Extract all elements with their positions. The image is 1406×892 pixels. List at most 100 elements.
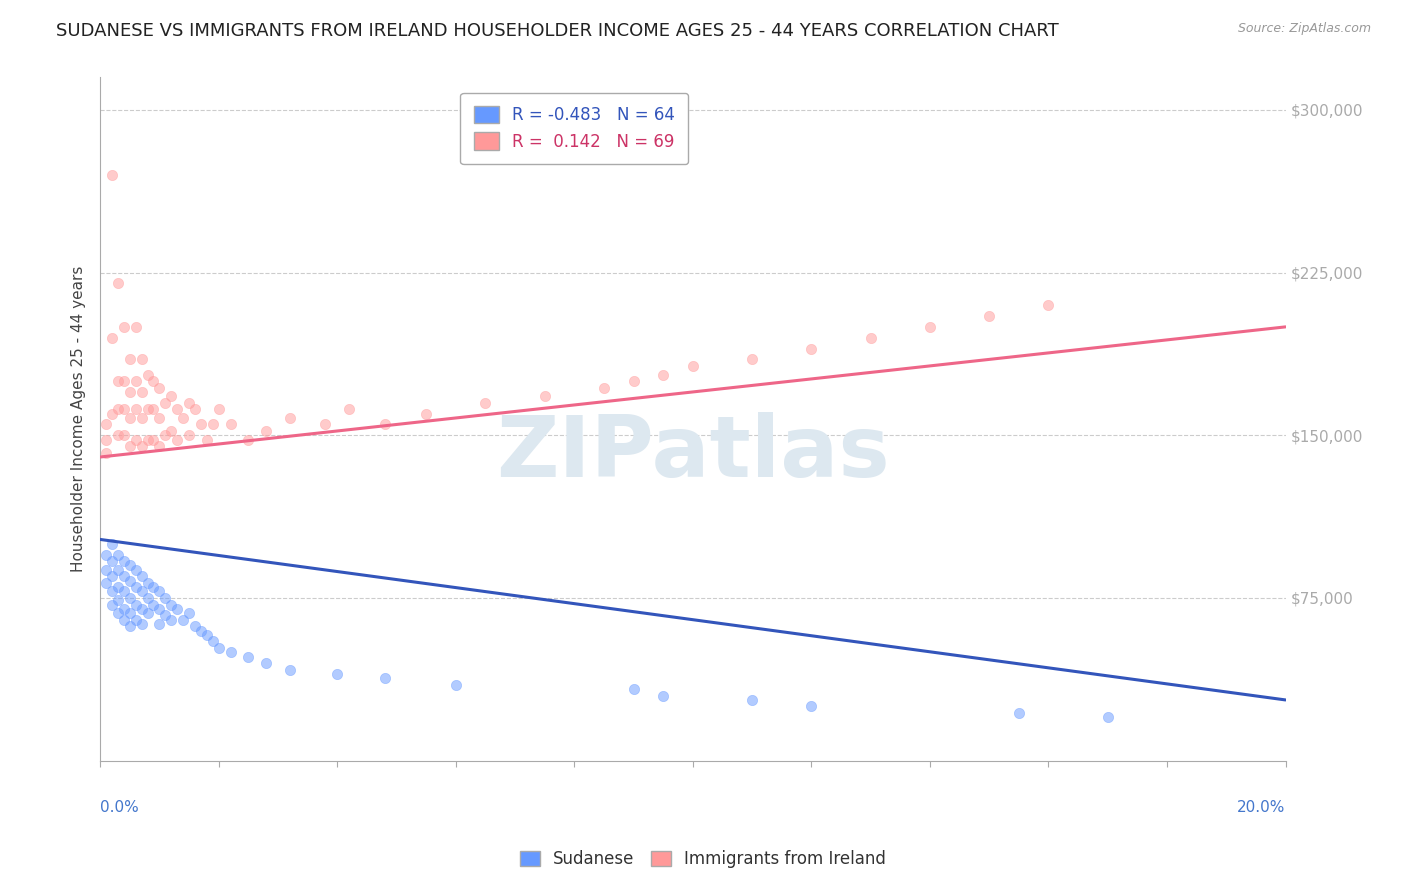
Point <box>142 598 165 612</box>
Text: 20.0%: 20.0% <box>1237 799 1285 814</box>
Point <box>201 417 224 432</box>
Point <box>118 411 141 425</box>
Point <box>155 608 177 623</box>
Point <box>1038 298 1060 312</box>
Point <box>101 407 124 421</box>
Point <box>238 649 260 664</box>
Point <box>166 602 188 616</box>
Point <box>166 402 188 417</box>
Point <box>254 424 277 438</box>
Text: Source: ZipAtlas.com: Source: ZipAtlas.com <box>1237 22 1371 36</box>
Point <box>112 319 135 334</box>
Point <box>254 656 277 670</box>
Point <box>101 598 124 612</box>
Point <box>155 428 177 442</box>
Point <box>652 368 675 382</box>
Point <box>201 634 224 648</box>
Point <box>107 374 129 388</box>
Point <box>474 396 496 410</box>
Point <box>101 331 124 345</box>
Point <box>142 402 165 417</box>
Legend: Sudanese, Immigrants from Ireland: Sudanese, Immigrants from Ireland <box>513 844 893 875</box>
Point <box>177 396 200 410</box>
Point <box>107 580 129 594</box>
Point <box>195 433 218 447</box>
Point <box>1008 706 1031 720</box>
Point <box>160 424 183 438</box>
Point <box>101 537 124 551</box>
Point <box>131 584 153 599</box>
Point <box>136 402 159 417</box>
Point <box>118 558 141 573</box>
Point <box>278 411 301 425</box>
Point <box>94 445 117 459</box>
Point <box>593 381 616 395</box>
Point <box>800 342 823 356</box>
Point <box>741 352 763 367</box>
Point <box>859 331 882 345</box>
Point <box>118 606 141 620</box>
Point <box>118 591 141 605</box>
Point <box>195 628 218 642</box>
Point <box>125 613 148 627</box>
Point <box>278 663 301 677</box>
Point <box>177 428 200 442</box>
Point <box>148 617 170 632</box>
Y-axis label: Householder Income Ages 25 - 44 years: Householder Income Ages 25 - 44 years <box>72 266 86 573</box>
Point <box>142 374 165 388</box>
Point <box>125 580 148 594</box>
Point <box>326 667 349 681</box>
Point <box>118 574 141 588</box>
Point <box>107 593 129 607</box>
Point <box>374 417 396 432</box>
Point <box>112 402 135 417</box>
Point <box>155 591 177 605</box>
Point <box>118 439 141 453</box>
Point <box>177 606 200 620</box>
Point <box>208 640 231 655</box>
Point <box>1097 710 1119 724</box>
Point <box>125 402 148 417</box>
Point <box>101 569 124 583</box>
Legend: R = -0.483   N = 64, R =  0.142   N = 69: R = -0.483 N = 64, R = 0.142 N = 69 <box>460 93 688 164</box>
Point <box>374 671 396 685</box>
Point <box>184 619 207 633</box>
Point <box>112 374 135 388</box>
Point <box>112 428 135 442</box>
Point <box>131 411 153 425</box>
Point <box>208 402 231 417</box>
Point <box>160 389 183 403</box>
Point <box>107 548 129 562</box>
Point <box>652 689 675 703</box>
Point <box>112 569 135 583</box>
Text: ZIPatlas: ZIPatlas <box>496 412 890 495</box>
Point <box>219 645 242 659</box>
Point <box>131 617 153 632</box>
Point <box>979 309 1001 323</box>
Point <box>160 598 183 612</box>
Point <box>415 407 437 421</box>
Point <box>112 554 135 568</box>
Point <box>131 602 153 616</box>
Point <box>142 580 165 594</box>
Text: 0.0%: 0.0% <box>100 799 139 814</box>
Point <box>623 682 645 697</box>
Point <box>107 277 129 291</box>
Point <box>136 433 159 447</box>
Point <box>125 319 148 334</box>
Point <box>112 613 135 627</box>
Point <box>107 428 129 442</box>
Point <box>94 433 117 447</box>
Point <box>148 381 170 395</box>
Point <box>136 591 159 605</box>
Point <box>219 417 242 432</box>
Point <box>125 374 148 388</box>
Point <box>107 563 129 577</box>
Point <box>148 602 170 616</box>
Point <box>184 402 207 417</box>
Text: SUDANESE VS IMMIGRANTS FROM IRELAND HOUSEHOLDER INCOME AGES 25 - 44 YEARS CORREL: SUDANESE VS IMMIGRANTS FROM IRELAND HOUS… <box>56 22 1059 40</box>
Point <box>94 417 117 432</box>
Point <box>160 613 183 627</box>
Point <box>238 433 260 447</box>
Point <box>125 433 148 447</box>
